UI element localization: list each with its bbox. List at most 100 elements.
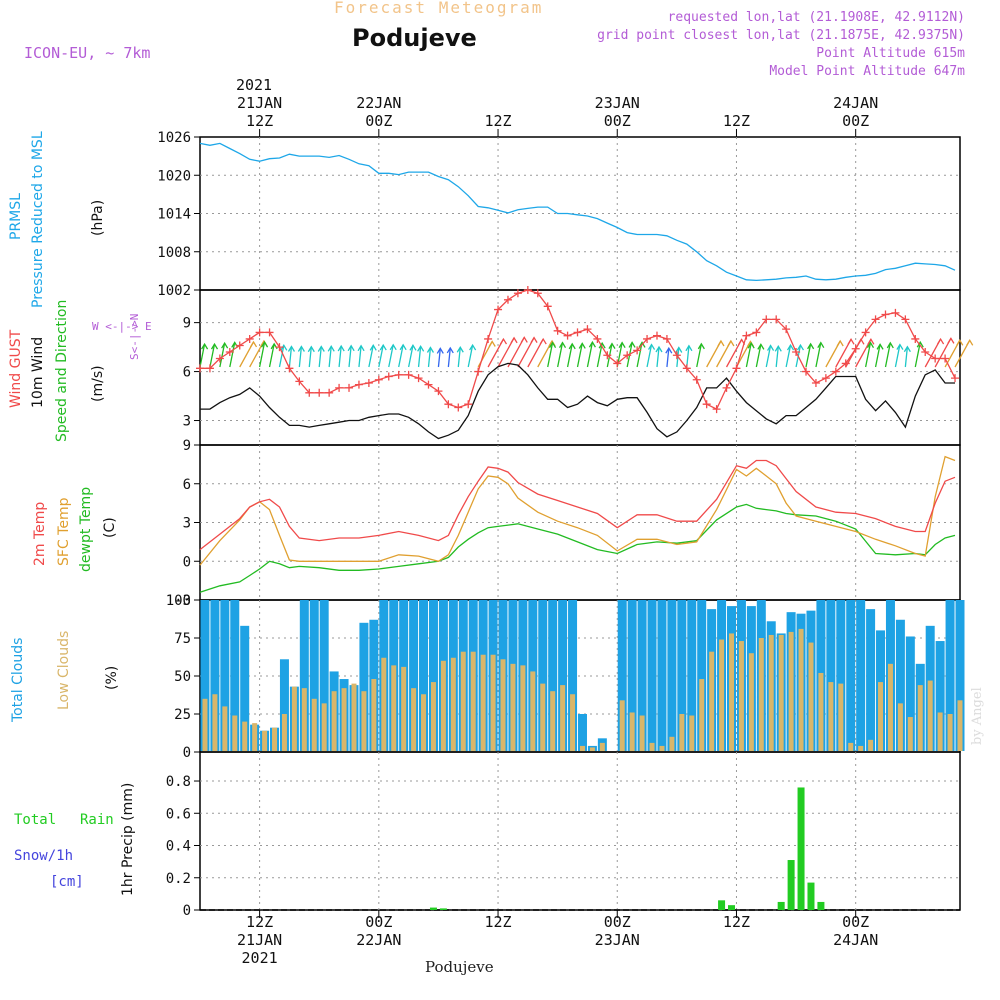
wind-arrow-head [539, 337, 547, 345]
low-cloud-bar [828, 682, 834, 751]
wind-direction-arrow [378, 344, 384, 368]
wind-arrow-head [947, 337, 955, 344]
low-cloud-bar [838, 683, 844, 751]
low-cloud-bar [579, 745, 585, 751]
total-cloud-bar [895, 619, 905, 751]
top-time-label: 23JAN [594, 94, 640, 112]
wind-arrow-head [757, 343, 765, 350]
gust-marker [354, 380, 363, 389]
low-cloud-bar [490, 654, 496, 751]
wind-direction-arrow [586, 342, 594, 368]
wind-arrow-head [717, 339, 725, 347]
wind-direction-arrow [805, 343, 812, 368]
low-cloud-bar [570, 694, 576, 751]
total-cloud-bar [210, 600, 220, 751]
total-cloud-bar [687, 600, 697, 751]
gust-marker [772, 315, 781, 324]
wind-arrow-head [399, 343, 407, 351]
low-cloud-bar [480, 654, 486, 751]
wind-arrow-head [307, 345, 315, 353]
wind-arrow-head [221, 341, 229, 349]
wind-arrow-head [817, 341, 825, 349]
wind-arrow-head [796, 343, 805, 351]
total-cloud-bar [279, 659, 289, 751]
total-cloud-bar [577, 714, 587, 751]
gust-marker [255, 328, 264, 337]
top-time-label: 12Z [722, 112, 751, 130]
gust-marker [941, 354, 950, 363]
watermark: by Angel [970, 687, 985, 745]
gust-marker [503, 295, 512, 304]
bottom-time-label: 2021 [241, 949, 278, 967]
total-cloud-bar [647, 600, 657, 751]
gust-marker [265, 328, 274, 337]
wind-arrow-head [916, 340, 924, 348]
top-time-label: 00Z [603, 112, 631, 130]
wind-arrow-head [530, 336, 538, 343]
wind-arrow-head [210, 342, 219, 350]
total-cloud-bar [538, 600, 548, 751]
low-cloud-bar [470, 651, 476, 751]
wind-arrow-head [866, 341, 875, 349]
low-cloud-bar [301, 688, 307, 751]
gust-marker [553, 326, 562, 335]
low-cloud-bar [808, 642, 814, 751]
rain-bar [718, 900, 726, 910]
wind-arrow-head [261, 340, 269, 348]
wind-direction-arrow [765, 345, 772, 368]
low-cloud-bar [589, 747, 595, 751]
low-cloud-bar [639, 715, 645, 751]
bottom-time-label: 24JAN [833, 931, 879, 949]
gust-marker [931, 354, 940, 363]
low-cloud-bar [242, 721, 248, 751]
gust-marker [802, 367, 811, 376]
wind-direction-arrow [358, 345, 362, 368]
temp-dewpt-label: dewpt Temp [78, 486, 94, 572]
gust-marker [831, 367, 840, 376]
gust-marker [404, 370, 413, 379]
wind-arrow-head [966, 339, 974, 346]
clouds-unit: (%) [104, 665, 120, 690]
wind-direction-arrow [388, 344, 394, 368]
clouds-ytick-label: 25 [174, 707, 191, 723]
wind-arrow-head [249, 340, 258, 348]
low-cloud-bar [361, 691, 367, 751]
sfc-temp-line [199, 455, 956, 566]
bottom-time-label: 00Z [603, 913, 631, 931]
top-year: 2021 [235, 76, 273, 94]
top-time-label: 22JAN [356, 94, 402, 112]
total-cloud-bar [548, 600, 558, 751]
gust-marker [811, 379, 820, 387]
low-cloud-bar [411, 688, 417, 751]
temp-unit: (C) [102, 517, 118, 538]
temperature-ytick-label: 6 [183, 477, 191, 493]
wind-arrow-head [896, 343, 904, 350]
low-cloud-bar [281, 714, 287, 751]
gust-marker [951, 374, 960, 383]
gust-marker [682, 364, 691, 373]
wind-ytick-label: 9 [183, 316, 191, 332]
wind-direction-arrow [288, 346, 293, 368]
wind-arrow-head [280, 344, 288, 351]
gust-marker [752, 328, 761, 337]
wind-arrow-head [379, 343, 387, 351]
pressure-ytick-label: 1002 [157, 283, 191, 299]
gust-marker [444, 400, 453, 409]
low-cloud-bar [758, 638, 764, 751]
gust-marker [712, 405, 721, 414]
gust-marker [215, 354, 224, 363]
wind-direction-arrow [894, 344, 901, 368]
low-cloud-bar [788, 631, 794, 751]
wind-arrow-head [647, 343, 656, 350]
total-cloud-bar [697, 600, 707, 751]
wind-arrow-head [426, 346, 435, 353]
gust-marker [851, 344, 860, 353]
precip-ytick-label: 0.6 [166, 806, 191, 822]
low-clouds-label: Low Clouds [56, 630, 72, 710]
gust-marker [732, 364, 741, 373]
wind-direction-arrow [815, 342, 822, 368]
wind-direction-arrow [278, 345, 285, 368]
low-cloud-bar [252, 723, 258, 751]
gust-marker [523, 286, 532, 294]
low-cloud-bar [897, 703, 903, 751]
